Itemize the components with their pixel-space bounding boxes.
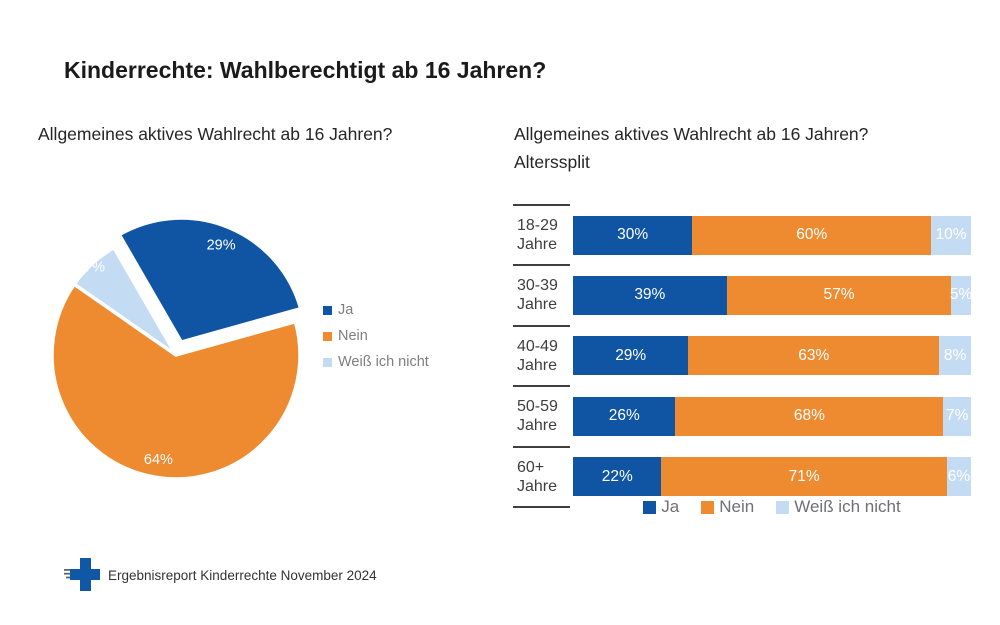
pie-chart: 29% 64% 7% [50,216,303,481]
bar-segment-nein: 60% [692,215,932,255]
category-label-40-49-jahre: 40-49 Jahre [517,337,558,374]
bar-segment-value: 22% [601,467,633,485]
bar-segment-value: 10% [935,226,967,243]
bar-row-30-39-jahre: 39% 57% 5% [573,275,973,315]
pie-slice-ja [117,216,303,344]
bar-segment-value: 39% [634,286,666,304]
bar-segment-weiss-ich-nicht: 5% [949,275,973,315]
pie-slice-nein [50,282,302,481]
legend-marker-icon [323,357,332,367]
bar-segment-ja: 26% [573,396,676,436]
bar-segment-value: 63% [798,346,830,364]
pie-slice-value-ja: 29% [207,238,236,254]
bar-legend: Ja Nein Weiß ich nicht [573,497,971,517]
legend-marker-icon [643,500,657,514]
bar-segment-value: 57% [823,286,855,304]
category-label-60+-jahre: 60+ Jahre [517,458,558,495]
bar-segment-value: 71% [788,467,820,485]
legend-marker-icon [776,500,790,514]
legend-label: Nein [338,328,368,344]
axis-separator-line [513,445,570,448]
bar-row-40-49-jahre: 29% 63% 8% [573,336,971,376]
bar-segment-nein: 71% [661,457,947,497]
legend-label: Ja [661,497,680,516]
bar-segment-ja: 22% [573,457,662,497]
category-label-50-59-jahre: 50-59 Jahre [517,398,558,435]
bar-segment-value: 5% [949,286,973,304]
bar-legend-item-weiss-ich-nicht: Weiß ich nicht [776,497,901,517]
legend-label: Weiß ich nicht [338,354,429,370]
bar-segment-nein: 68% [675,396,944,436]
pie-slice-value-nein: 64% [144,452,173,468]
bar-segment-ja: 30% [573,215,693,255]
page-title: Kinderrechte: Wahlberechtigt ab 16 Jahre… [64,57,547,83]
pie-chart-title: Allgemeines aktives Wahlrecht ab 16 Jahr… [38,124,393,144]
bar-row-50-59-jahre: 26% 68% 7% [573,396,971,436]
bar-segment-value: 6% [947,467,971,485]
axis-separator-line [513,324,570,327]
bar-segment-value: 8% [943,346,967,364]
category-label-30-39-jahre: 30-39 Jahre [517,277,558,314]
axis-separator-line [513,506,570,508]
bar-segment-value: 60% [796,226,828,243]
legend-marker-icon [701,500,715,514]
pie-legend-item-nein: Nein [323,327,429,345]
legend-label: Nein [719,497,755,516]
bar-segment-weiss-ich-nicht: 6% [946,457,971,497]
bar-segment-weiss-ich-nicht: 7% [943,396,971,436]
bar-chart-title: Allgemeines aktives Wahlrecht ab 16 Jahr… [514,120,984,176]
bar-row-60+-jahre: 22% 71% 6% [573,457,971,497]
pie-legend-item-weiss-ich-nicht: Weiß ich nicht [323,353,429,371]
pie-slice-weiss-ich-nicht [72,245,178,357]
category-label-18-29-jahre: 18-29 Jahre [517,217,558,253]
axis-separator-line [513,385,570,388]
bar-segment-weiss-ich-nicht: 8% [939,336,971,376]
bar-segment-nein: 57% [726,275,952,315]
pie-legend: Ja Nein Weiß ich nicht [323,301,429,371]
bar-segment-value: 29% [615,346,647,364]
bar-row-18-29-jahre: 30% 60% 10% [573,215,971,255]
bar-segment-value: 30% [617,226,649,243]
legend-marker-icon [323,331,332,341]
legend-marker-icon [323,305,332,315]
legend-label: Ja [338,302,354,318]
pie-legend-item-ja: Ja [323,301,429,319]
axis-separator-line [513,264,570,267]
bar-segment-value: 26% [608,407,640,425]
bar-legend-item-ja: Ja [643,497,679,517]
footer: Ergebnisreport Kinderrechte November 202… [64,556,377,594]
bar-segment-weiss-ich-nicht: 10% [931,215,971,255]
bar-segment-value: 7% [945,407,969,425]
stacked-bar-chart: 18-29 Jahre 30% 60% 10% 30-39 Jahre 39% 57% 5% 4… [511,204,1000,514]
bar-segment-value: 68% [793,407,825,425]
bar-segment-ja: 39% [573,275,727,315]
bar-chart-title-line2: Alterssplit [514,152,590,172]
bar-segment-ja: 29% [573,336,689,376]
plus-cross-logo-icon [64,558,100,591]
legend-label: Weiß ich nicht [794,497,901,516]
pie-slice-value-weiss-ich-nicht: 7% [84,260,105,276]
axis-separator-line [513,204,570,206]
bar-chart-title-line1: Allgemeines aktives Wahlrecht ab 16 Jahr… [514,124,869,144]
bar-segment-nein: 63% [688,336,940,376]
footer-text: Ergebnisreport Kinderrechte November 202… [108,567,377,583]
bar-legend-item-nein: Nein [701,497,754,517]
